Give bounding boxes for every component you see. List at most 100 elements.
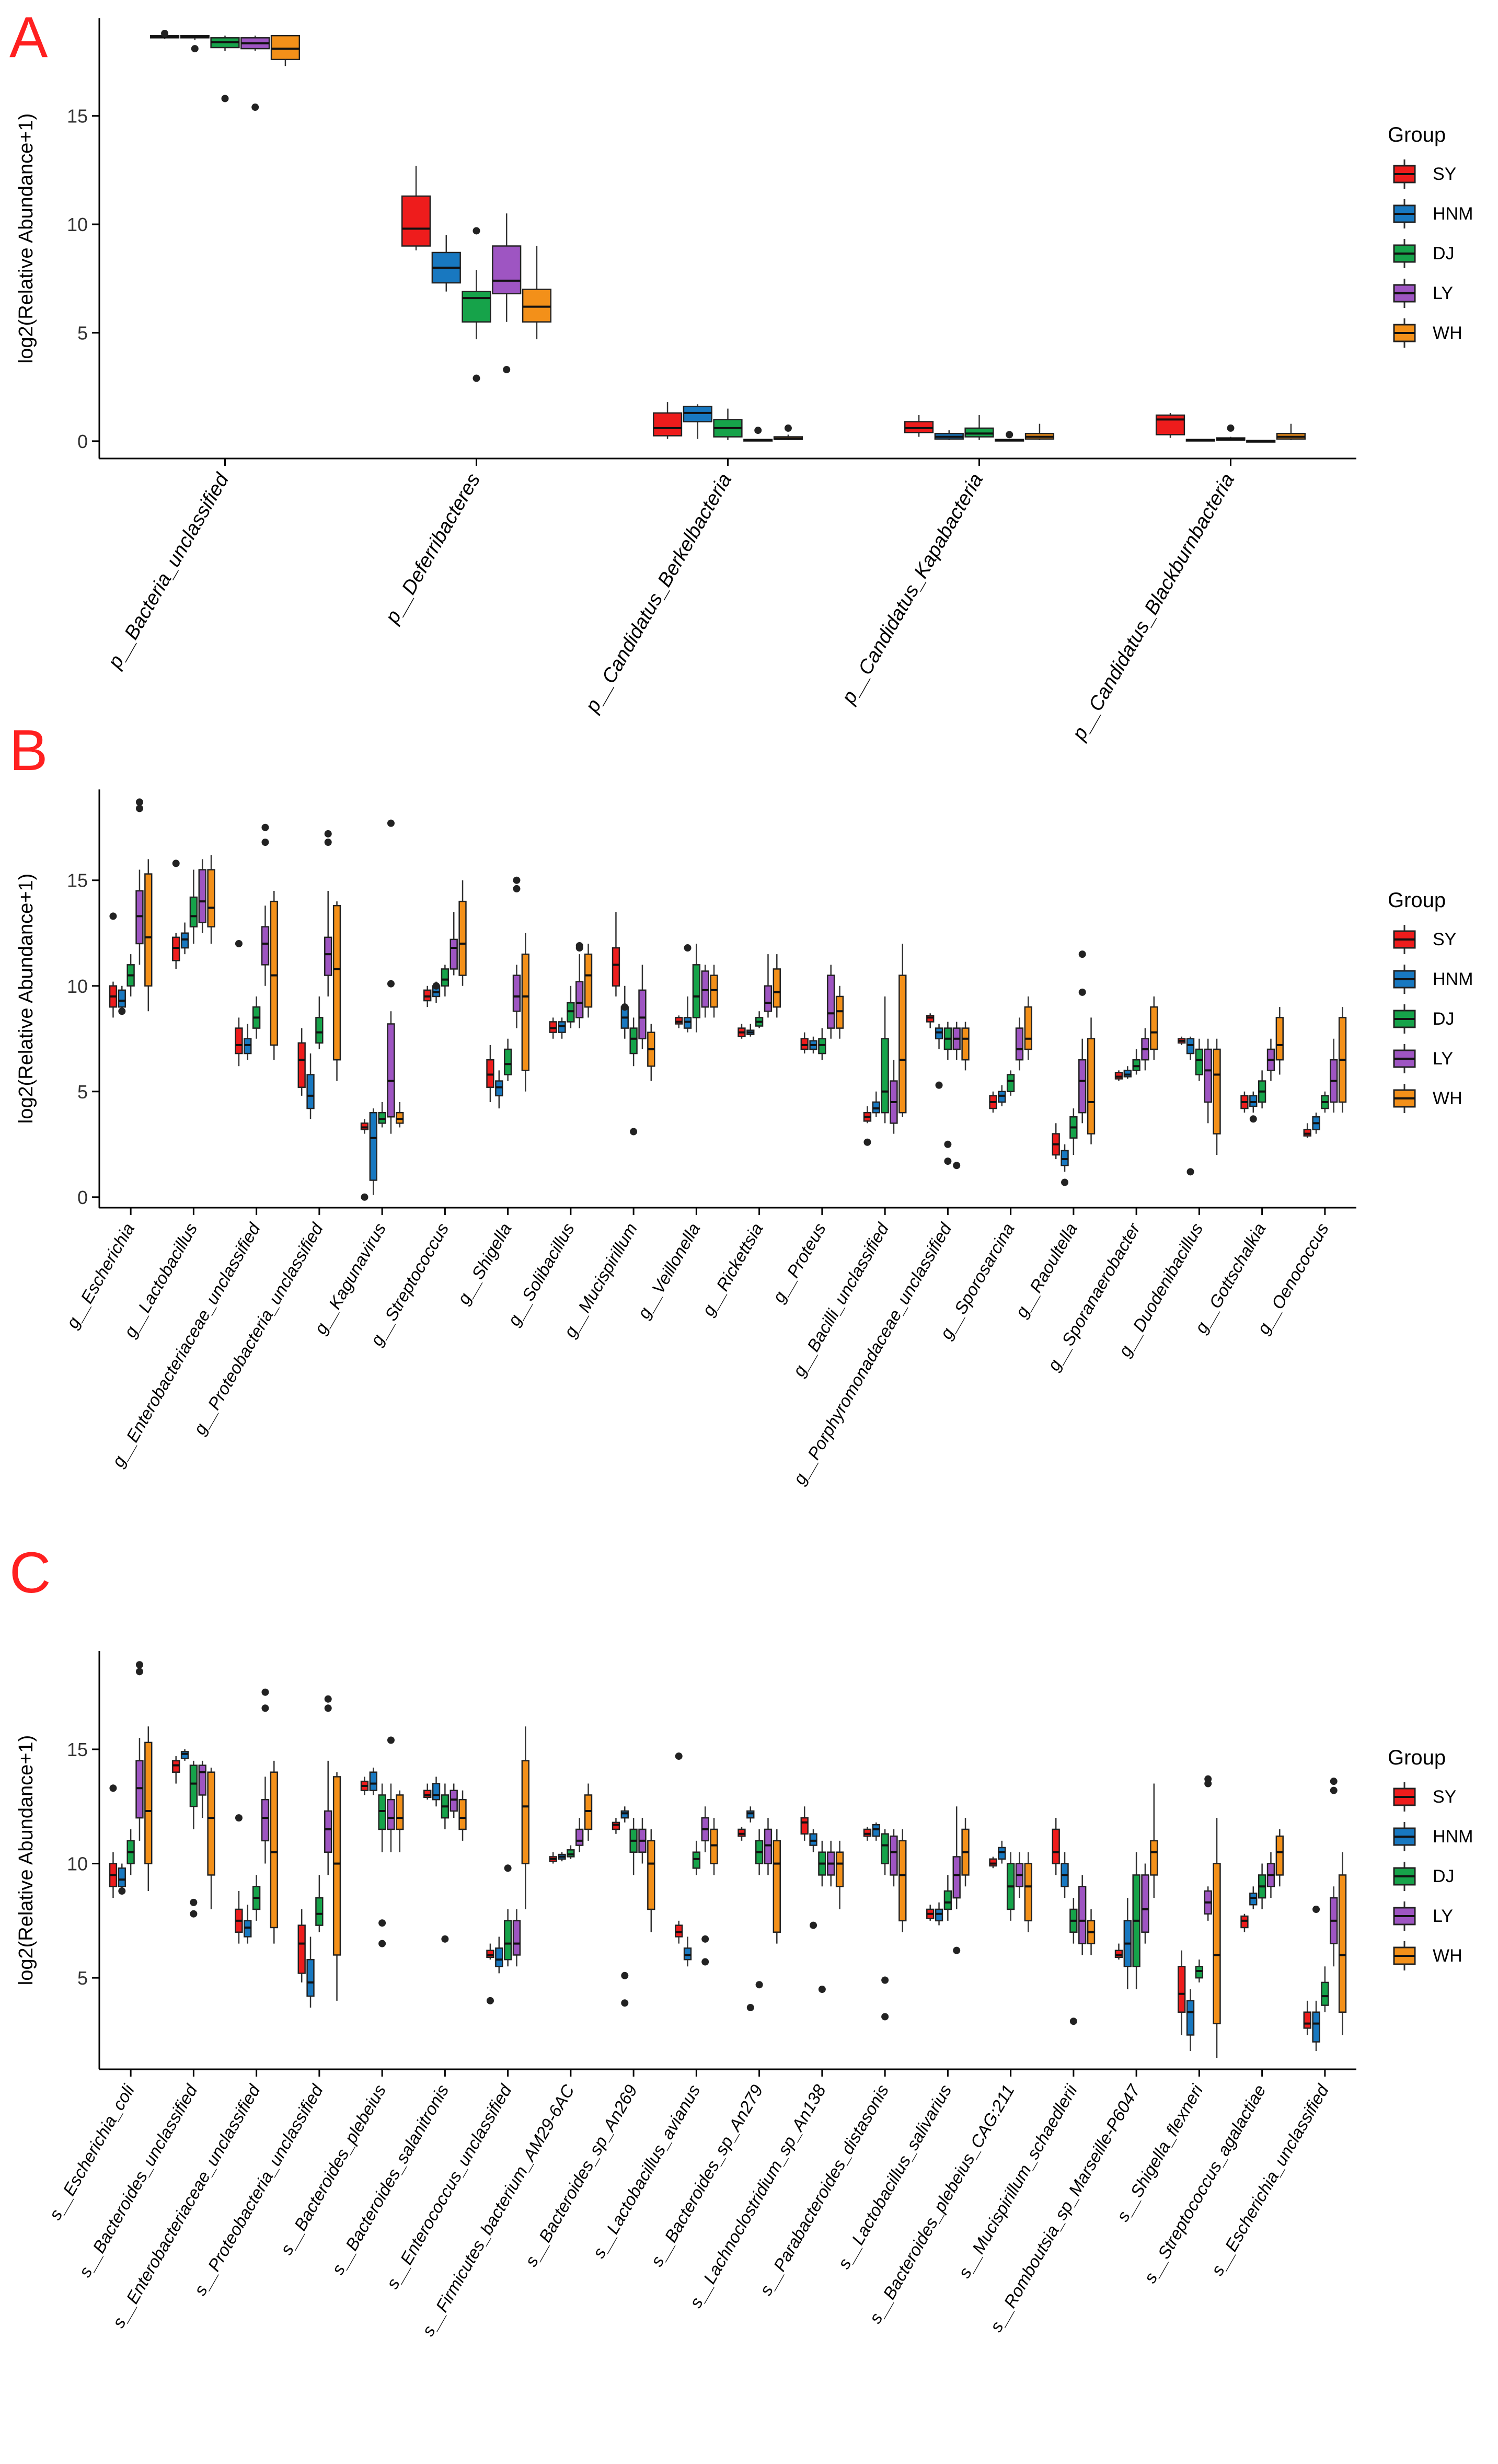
box-ly (198, 1760, 206, 1818)
legend-item-hnm: HNM (1388, 194, 1473, 234)
box-body (898, 975, 907, 1114)
outlier-point (953, 1946, 961, 1954)
box-hnm (432, 1777, 441, 1807)
box-sy (1052, 1123, 1060, 1160)
box-ly (512, 876, 521, 1028)
box-dj (755, 1829, 764, 1989)
box-wh (647, 1024, 655, 1081)
legend-label: SY (1433, 929, 1457, 949)
box-body (118, 1867, 126, 1887)
box-wh (458, 880, 467, 986)
box-hnm (244, 1905, 252, 1944)
outlier-point (118, 1007, 126, 1015)
box-wh (270, 1760, 278, 1944)
box-body (297, 1924, 306, 1974)
box-sy (109, 912, 118, 1018)
x-tick-label: s__Streptococcus_agalactiae (1140, 2081, 1270, 2286)
box-sy (675, 1752, 683, 1944)
legend-swatch (1388, 1002, 1421, 1036)
outlier-point (1249, 1115, 1257, 1123)
box-wh (396, 1102, 404, 1128)
box-dj (943, 1022, 952, 1165)
y-tick-label: 10 (67, 976, 88, 997)
box-sy (235, 1814, 243, 1944)
legend-title: Group (1388, 123, 1446, 146)
box-sy (549, 1852, 557, 1864)
box-ly (261, 1688, 270, 1864)
x-tick-label: s__Mucispirillum_schaedlerii (954, 2081, 1081, 2282)
box-hnm (1186, 1989, 1195, 2052)
box-body (503, 1920, 512, 1961)
box-body (800, 1038, 809, 1050)
box-dj (1132, 1852, 1140, 1989)
outlier-point (432, 982, 440, 990)
box-hnm (1249, 1886, 1258, 1909)
x-tick-label: g__Veillonella (633, 1220, 704, 1322)
box-body (423, 989, 432, 1002)
x-tick-label: p__Bacteria_unclassified (103, 469, 234, 672)
y-tick-label: 10 (67, 214, 88, 235)
box-body (575, 981, 584, 1018)
box-sy (235, 939, 243, 1067)
x-tick-label: p__Deferribacteres (381, 470, 485, 628)
box-dj (692, 1840, 701, 1875)
box-body (387, 1798, 395, 1830)
box-sy (1052, 1818, 1060, 1875)
box-body (827, 975, 835, 1029)
box-body (144, 873, 153, 987)
outlier-point (261, 1688, 269, 1696)
box-body (746, 1810, 755, 1819)
outlier-point (261, 1704, 269, 1712)
y-tick-label: 0 (77, 431, 88, 452)
box-body (1015, 1027, 1024, 1061)
box-body (800, 1817, 809, 1835)
outlier-point (881, 1976, 889, 1984)
legend-swatch (1388, 316, 1421, 350)
legend-item-dj: DJ (1388, 234, 1473, 273)
legend-panel-a: Group SY HNM DJ LY WH (1388, 123, 1473, 353)
x-tick-label: s__Proteobacteria_unclassified (190, 2081, 327, 2299)
box-body (270, 35, 301, 61)
x-tick-label: s__Escherichia_unclassified (1207, 2081, 1333, 2279)
box-body (675, 1017, 683, 1025)
box-body (1195, 1966, 1204, 1979)
outlier-point (746, 2003, 754, 2011)
box-body (935, 1027, 943, 1040)
box-body (378, 1111, 386, 1124)
box-body (423, 1790, 432, 1798)
box-sy (109, 1784, 118, 1898)
box-dj (1216, 424, 1246, 441)
box-ly (827, 1840, 835, 1887)
outlier-point (881, 2013, 889, 2021)
box-body (1249, 1893, 1258, 1906)
legend-swatch (1388, 237, 1421, 270)
legend-item-ly: LY (1388, 1896, 1473, 1936)
panel-a-plot: 0 5 10 15 log2(Relative Abundance+1) p__Bacte… (15, 18, 1356, 744)
box-sy (989, 1091, 997, 1113)
box-body (710, 975, 718, 1008)
x-tick-label: s__Lactobacillus_salivarius (834, 2081, 955, 2272)
box-hnm (180, 1749, 189, 1761)
box-hnm (369, 1767, 377, 1795)
outlier-point (441, 1935, 449, 1943)
outlier-point (1186, 1168, 1194, 1176)
box-ly (1078, 950, 1087, 1124)
box-hnm (306, 1053, 315, 1119)
box-hnm (1186, 1036, 1195, 1176)
box-dj (126, 954, 135, 996)
outlier-point (621, 1003, 629, 1011)
box-body (450, 938, 458, 970)
box-body (558, 1021, 566, 1033)
box-ly (240, 36, 270, 111)
box-body (522, 289, 552, 323)
box-body (378, 1794, 386, 1830)
outlier-point (161, 30, 169, 38)
box-dj (503, 1038, 512, 1081)
box-body (701, 970, 709, 1008)
box-sy (1114, 1943, 1123, 1960)
outlier-point (378, 1940, 386, 1947)
box-hnm (558, 1017, 566, 1039)
box-hnm (1061, 1144, 1069, 1186)
box-body (244, 1038, 252, 1055)
